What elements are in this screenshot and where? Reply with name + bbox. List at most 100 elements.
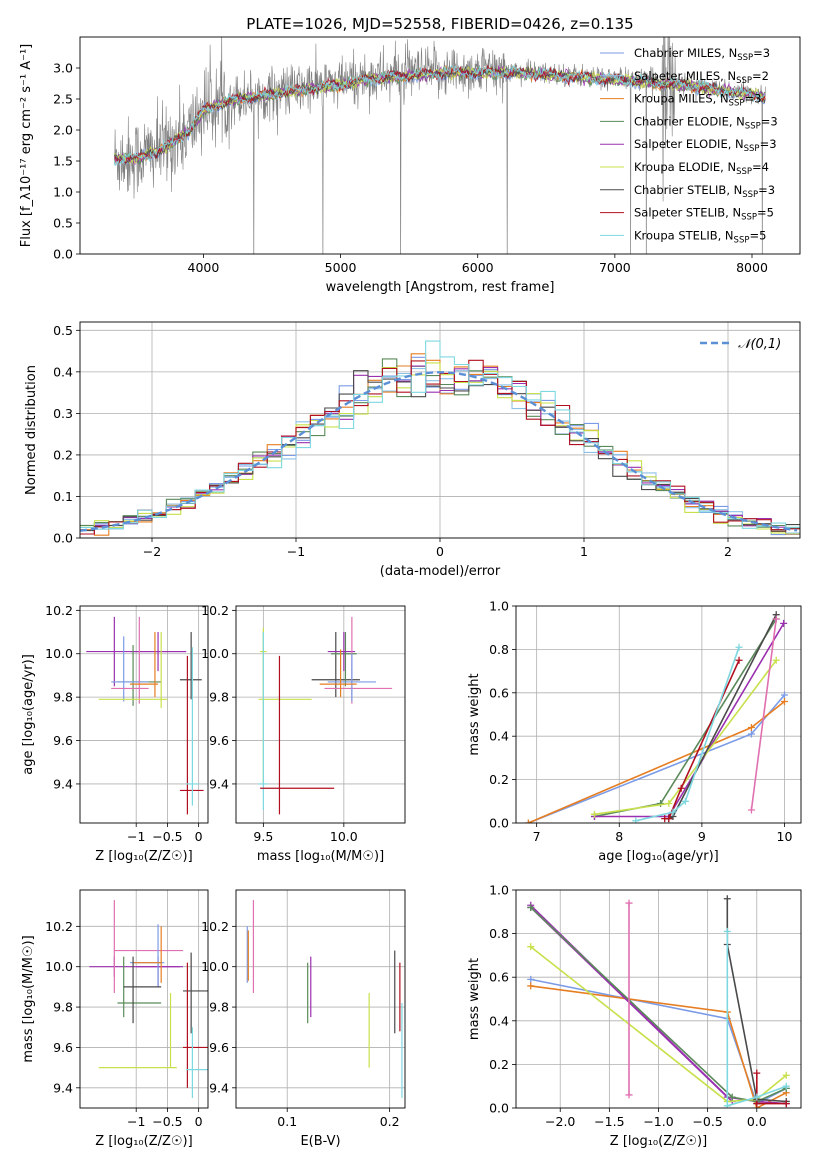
normal-curve — [80, 371, 798, 532]
spectrum-data-line — [114, 37, 766, 254]
residuals-ytick-label: 0.3 — [53, 406, 73, 421]
mass-vs-Z-ytick-label: 9.6 — [53, 1040, 73, 1055]
spectrum-ylabel: Flux [f_λ10⁻¹⁷ erg cm⁻² s⁻¹ A⁻¹] — [19, 44, 34, 248]
residuals-ylabel: Normed distribution — [24, 365, 39, 495]
age-vs-Z-axes: −1 −0.5 0 9.4 9.6 9.8 10.0 10.2 Z [log₁₀(Z/Z☉)] a… — [21, 603, 209, 864]
weight-vs-age-marker — [524, 819, 532, 823]
weight-vs-Z-marker — [527, 975, 535, 983]
spectrum-xlabel: wavelength [Angstrom, rest frame] — [326, 280, 555, 295]
spectrum-legend-label: Kroupa ELODIE, NSSP=4 — [634, 160, 769, 177]
weight-vs-Z-marker — [527, 982, 535, 990]
mass-vs-Z-plot — [80, 890, 208, 1108]
mass-vs-ebv-plot — [236, 890, 405, 1108]
weight-vs-age-xlabel: age [log₁₀(age/yr)] — [598, 849, 719, 864]
mass-vs-Z-grid — [80, 890, 208, 1108]
spectrum-ytick-label: 0.0 — [53, 247, 73, 262]
age-vs-Z-xtick-label: −0.5 — [152, 829, 182, 844]
weight-vs-age-ytick-label: 0.2 — [489, 772, 509, 787]
weight-vs-age-ytick-label: 0.8 — [489, 642, 509, 657]
weight-vs-age-ytick-label: 0.4 — [489, 729, 509, 744]
weight-vs-age-ticks: 7 8 9 10 0.0 0.2 0.4 0.6 0.8 1.0 — [489, 599, 792, 845]
spectrum-model-line — [113, 64, 766, 167]
weight-vs-age-line — [750, 618, 777, 811]
residuals-ytick-label: 0.5 — [53, 323, 73, 338]
spectrum-legend-label: Salpeter ELODIE, NSSP=3 — [634, 137, 777, 154]
age-vs-Z-plot — [80, 606, 208, 823]
weight-vs-age-ytick-label: 1.0 — [489, 599, 509, 614]
age-vs-mass-xtick-label: 10.0 — [330, 829, 358, 844]
residuals-xlabel: (data-model)/error — [380, 564, 501, 579]
weight-vs-Z-marker — [782, 1082, 790, 1090]
age-vs-mass-grid — [236, 606, 405, 823]
residuals-frame — [79, 321, 801, 539]
weight-vs-age-marker — [590, 810, 598, 818]
weight-vs-age-marker — [681, 797, 689, 805]
weight-vs-age-marker — [665, 799, 673, 807]
weight-vs-age-marker — [665, 815, 673, 823]
spectrum-ytick-label: 1.0 — [53, 185, 73, 200]
weight-vs-Z-line — [726, 931, 787, 1107]
residuals-axes: −2 −1 0 1 2 0.0 0.1 0.2 0.3 0.4 0.5 (data-model)/er… — [24, 321, 801, 579]
spectrum-xtick-label: 4000 — [188, 260, 220, 275]
mass-vs-ebv-ytick-label: 9.4 — [209, 1080, 229, 1095]
age-vs-Z-xtick-label: 0 — [195, 829, 203, 844]
mass-vs-Z-xtick-label: −1 — [127, 1114, 145, 1129]
age-vs-mass-xtick-label: 9.5 — [253, 829, 273, 844]
weight-vs-age-xtick-label: 7 — [533, 829, 541, 844]
mass-vs-Z-ytick-label: 10.2 — [45, 919, 73, 934]
weight-vs-Z-frame — [515, 889, 802, 1109]
age-vs-mass-xlabel: mass [log₁₀(M/M☉)] — [257, 849, 384, 864]
spectrum-ytick-label: 1.5 — [53, 154, 73, 169]
weight-vs-Z-ticks: −2.0 −1.5 −1.0 −0.5 0.0 0.0 0.2 0.4 0.6 0.8 1.0 — [489, 883, 767, 1130]
mass-vs-Z-ytick-label: 9.8 — [53, 1000, 73, 1015]
age-vs-Z-ytick-label: 9.6 — [53, 733, 73, 748]
spectrum-legend-label: Chabrier ELODIE, NSSP=3 — [634, 114, 778, 131]
age-vs-mass-ytick-label: 10.0 — [201, 646, 229, 661]
mass-vs-ebv-xtick-label: 0.1 — [277, 1114, 297, 1129]
spectrum-legend-label: Chabrier MILES, NSSP=3 — [634, 46, 770, 63]
weight-vs-age-marker — [772, 656, 780, 664]
residual-histogram — [80, 362, 800, 535]
age-vs-Z-ytick-label: 9.4 — [53, 776, 73, 791]
mass-vs-ebv-ytick-label: 10.0 — [201, 959, 229, 974]
residuals-ytick-label: 0.4 — [53, 364, 73, 379]
weight-vs-Z-xtick-label: −1.0 — [643, 1114, 673, 1129]
age-vs-Z-ylabel: age [log₁₀(age/yr)] — [21, 654, 36, 775]
weight-vs-age-line — [594, 618, 777, 818]
mass-vs-ebv-xtick-label: 0.2 — [380, 1114, 400, 1129]
weight-vs-Z-marker — [753, 1100, 761, 1108]
weight-vs-age-plot — [516, 606, 801, 823]
age-vs-mass-ytick-label: 9.6 — [209, 733, 229, 748]
weight-vs-Z-marker — [625, 1091, 633, 1099]
weight-vs-Z-xtick-label: 0.0 — [747, 1114, 767, 1129]
weight-vs-age-marker — [747, 730, 755, 738]
weight-vs-Z-marker — [782, 1100, 790, 1108]
mass-vs-Z-ytick-label: 9.4 — [53, 1080, 73, 1095]
weight-vs-Z-ylabel: mass weight — [467, 958, 482, 1040]
residual-legend-label: 𝒩(0,1) — [738, 337, 781, 352]
weight-vs-age-marker — [677, 784, 685, 792]
spectrum-legend-label: Kroupa STELIB, NSSP=5 — [634, 228, 766, 245]
spectrum-ytick-label: 3.0 — [53, 61, 73, 76]
age-vs-Z-ytick-label: 10.2 — [45, 603, 73, 618]
weight-vs-age-marker — [747, 806, 755, 814]
spectrum-ytick-label: 2.0 — [53, 123, 73, 138]
mass-vs-Z-xlabel: Z [log₁₀(Z/Z☉)] — [95, 1134, 192, 1149]
spectrum-frame — [79, 36, 801, 255]
mass-vs-Z-ticks: −1 −0.5 0 9.4 9.6 9.8 10.0 10.2 — [45, 919, 203, 1129]
mass-vs-Z-xtick-label: 0 — [195, 1114, 203, 1129]
residual-histogram — [80, 359, 800, 535]
spectrum-legend-label: Kroupa MILES, NSSP=3 — [634, 92, 761, 109]
age-vs-mass-ytick-label: 10.2 — [201, 603, 229, 618]
weight-vs-Z-ytick-label: 0.6 — [489, 970, 509, 985]
weight-vs-Z-ytick-label: 0.4 — [489, 1013, 509, 1028]
weight-vs-Z-ytick-label: 0.2 — [489, 1057, 509, 1072]
weight-vs-Z-marker — [723, 895, 731, 903]
weight-vs-Z-marker — [527, 903, 535, 911]
weight-vs-Z-marker — [782, 1071, 790, 1079]
weight-vs-Z-marker — [753, 1069, 761, 1077]
weight-vs-Z-marker — [527, 943, 535, 951]
mass-vs-ebv-frame — [235, 889, 406, 1109]
mass-vs-Z-ylabel: mass [log₁₀(M/M☉)] — [21, 935, 36, 1062]
